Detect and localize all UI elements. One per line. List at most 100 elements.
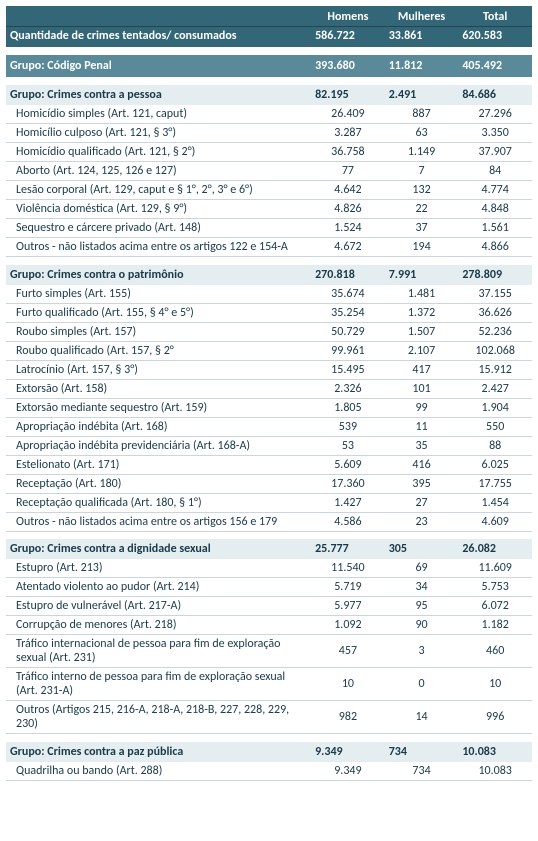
table-row: Outros - não listados acima entre os art…	[6, 238, 532, 257]
header-row: Homens Mulheres Total	[6, 6, 532, 27]
row-t: 5.753	[458, 578, 532, 597]
row-m: 95	[385, 597, 459, 616]
header-total: Total	[458, 6, 532, 27]
row-label: Lesão corporal (Art. 129, caput e § 1°, …	[6, 181, 311, 200]
row-m: 1.507	[385, 322, 459, 341]
row-h: 26.409	[311, 105, 385, 124]
row-m: 2.107	[385, 341, 459, 360]
grupo-penal-t: 405.492	[458, 55, 532, 77]
table-row: Estelionato (Art. 171)5.6094166.025	[6, 455, 532, 474]
table-row: Apropriação indébita previdenciária (Art…	[6, 436, 532, 455]
table-row: Quadrilha ou bando (Art. 288)9.34973410.…	[6, 762, 532, 781]
subgroup-h: 25.777	[311, 539, 385, 559]
table-row: Furto qualificado (Art. 155, § 4° e 5°)3…	[6, 303, 532, 322]
subgroup: Grupo: Crimes contra a dignidade sexual2…	[6, 539, 532, 559]
row-m: 27	[385, 493, 459, 512]
row-h: 5.609	[311, 455, 385, 474]
row-t: 460	[458, 635, 532, 668]
row-h: 5.719	[311, 578, 385, 597]
spacer-row	[6, 47, 532, 55]
table-row: Sequestro e cárcere privado (Art. 148)1.…	[6, 219, 532, 238]
row-m: 34	[385, 578, 459, 597]
table-row: Homicídio simples (Art. 121, caput)26.40…	[6, 105, 532, 124]
row-m: 69	[385, 559, 459, 578]
spacer-row	[6, 734, 532, 742]
row-t: 17.755	[458, 474, 532, 493]
spacer-row	[6, 257, 532, 265]
table-row: Homicílio culposo (Art. 121, § 3°)3.2876…	[6, 124, 532, 143]
row-label: Outros - não listados acima entre os art…	[6, 238, 311, 257]
row-label: Furto qualificado (Art. 155, § 4° e 5°)	[6, 303, 311, 322]
row-h: 982	[311, 701, 385, 734]
row-m: 416	[385, 455, 459, 474]
subgroup-t: 278.809	[458, 265, 532, 285]
row-h: 77	[311, 162, 385, 181]
row-h: 4.826	[311, 200, 385, 219]
row-t: 11.609	[458, 559, 532, 578]
row-t: 102.068	[458, 341, 532, 360]
row-m: 132	[385, 181, 459, 200]
table-row: Furto simples (Art. 155)35.6741.48137.15…	[6, 285, 532, 304]
row-m: 734	[385, 762, 459, 781]
row-h: 17.360	[311, 474, 385, 493]
row-m: 1.481	[385, 285, 459, 304]
table-row: Extorsão (Art. 158)2.3261012.427	[6, 379, 532, 398]
subgroup-label: Grupo: Crimes contra a pessoa	[6, 85, 311, 105]
row-t: 3.350	[458, 124, 532, 143]
row-m: 63	[385, 124, 459, 143]
row-m: 417	[385, 360, 459, 379]
header-mulheres: Mulheres	[385, 6, 459, 27]
row-t: 10	[458, 668, 532, 701]
row-t: 1.454	[458, 493, 532, 512]
row-h: 9.349	[311, 762, 385, 781]
row-label: Outros (Artigos 215, 216-A, 218-A, 218-B…	[6, 701, 311, 734]
subgroup-m: 734	[385, 742, 459, 762]
row-t: 4.848	[458, 200, 532, 219]
table-row: Roubo qualificado (Art. 157, § 2°99.9612…	[6, 341, 532, 360]
table-row: Atentado violento ao pudor (Art. 214)5.7…	[6, 578, 532, 597]
row-t: 52.236	[458, 322, 532, 341]
row-t: 6.025	[458, 455, 532, 474]
row-t: 996	[458, 701, 532, 734]
row-t: 4.866	[458, 238, 532, 257]
crimes-table: Homens Mulheres Total Quantidade de crim…	[6, 6, 532, 781]
subgroup: Grupo: Crimes contra a pessoa82.1952.491…	[6, 85, 532, 105]
subgroup-m: 2.491	[385, 85, 459, 105]
table-row: Apropriação indébita (Art. 168)53911550	[6, 417, 532, 436]
grupo-penal-label: Grupo: Código Penal	[6, 55, 311, 77]
row-h: 11.540	[311, 559, 385, 578]
totals-t: 620.583	[458, 27, 532, 48]
row-h: 50.729	[311, 322, 385, 341]
row-label: Homicídio simples (Art. 121, caput)	[6, 105, 311, 124]
subgroup-m: 305	[385, 539, 459, 559]
row-m: 37	[385, 219, 459, 238]
row-label: Receptação qualificada (Art. 180, § 1°)	[6, 493, 311, 512]
subgroup-h: 270.818	[311, 265, 385, 285]
spacer-row	[6, 531, 532, 539]
row-t: 1.561	[458, 219, 532, 238]
row-h: 3.287	[311, 124, 385, 143]
row-t: 84	[458, 162, 532, 181]
spacer-row	[6, 77, 532, 85]
row-label: Quadrilha ou bando (Art. 288)	[6, 762, 311, 781]
table-row: Receptação qualificada (Art. 180, § 1°)1…	[6, 493, 532, 512]
row-h: 15.495	[311, 360, 385, 379]
table-row: Violência doméstica (Art. 129, § 9°)4.82…	[6, 200, 532, 219]
row-t: 4.774	[458, 181, 532, 200]
row-t: 37.155	[458, 285, 532, 304]
row-h: 457	[311, 635, 385, 668]
row-label: Aborto (Art. 124, 125, 126 e 127)	[6, 162, 311, 181]
row-t: 15.912	[458, 360, 532, 379]
row-m: 3	[385, 635, 459, 668]
table-row: Latrocínio (Art. 157, § 3°)15.49541715.9…	[6, 360, 532, 379]
row-m: 1.372	[385, 303, 459, 322]
row-h: 35.254	[311, 303, 385, 322]
row-label: Tráfico interno de pessoa para fim de ex…	[6, 668, 311, 701]
row-h: 1.427	[311, 493, 385, 512]
row-t: 2.427	[458, 379, 532, 398]
row-label: Receptação (Art. 180)	[6, 474, 311, 493]
row-label: Apropriação indébita previdenciária (Art…	[6, 436, 311, 455]
row-m: 194	[385, 238, 459, 257]
row-h: 4.586	[311, 512, 385, 531]
row-label: Homicídio qualificado (Art. 121, § 2°)	[6, 143, 311, 162]
